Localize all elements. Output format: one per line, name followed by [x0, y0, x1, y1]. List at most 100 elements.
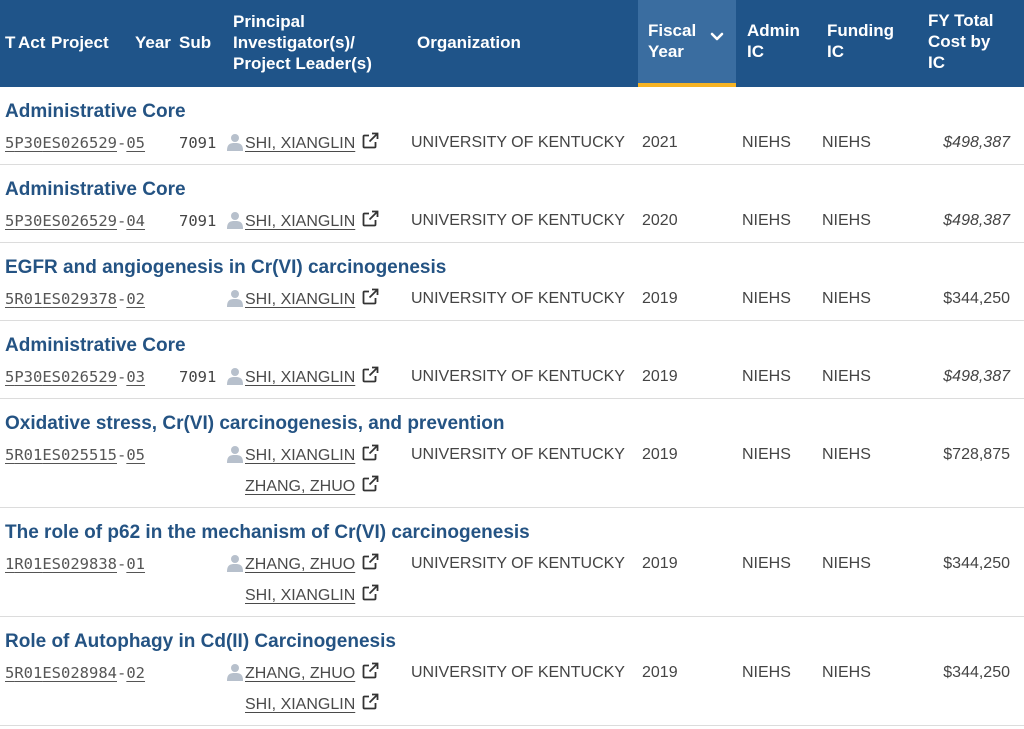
investigator-entry: SHI, XIANGLIN — [245, 584, 380, 606]
separator: - — [117, 134, 127, 152]
project-title-link[interactable]: Role of Autophagy in Cd(II) Carcinogenes… — [5, 631, 396, 652]
header-cost-line1: FY Total — [928, 11, 994, 30]
project-number: 5P30ES026529-03 — [5, 368, 145, 386]
project-title-link[interactable]: Administrative Core — [5, 335, 186, 356]
project-number: 1R01ES029838-01 — [5, 555, 145, 573]
table-row: The role of p62 in the mechanism of Cr(V… — [0, 508, 1024, 617]
organization-cell: UNIVERSITY OF KENTUCKY — [411, 446, 625, 463]
header-principal-investigator[interactable]: Principal Investigator(s)/ Project Leade… — [233, 11, 372, 74]
ic-serial-link[interactable]: ES029838 — [42, 555, 117, 573]
ic-serial-link[interactable]: ES026529 — [42, 134, 117, 152]
project-title-link[interactable]: Administrative Core — [5, 101, 186, 122]
fiscal-year-cell: 2019 — [642, 290, 678, 307]
external-link-icon[interactable] — [362, 366, 380, 383]
investigator-name-link[interactable]: SHI, XIANGLIN — [245, 135, 356, 152]
external-link-icon[interactable] — [362, 662, 380, 679]
ic-serial-link[interactable]: ES025515 — [42, 446, 117, 464]
external-link-icon[interactable] — [362, 553, 380, 570]
external-link-icon[interactable] — [362, 210, 380, 227]
investigator-name-link[interactable]: SHI, XIANGLIN — [245, 291, 356, 308]
header-admin-ic[interactable]: Admin IC — [747, 20, 800, 62]
header-fiscal-year-label: Fiscal Year — [648, 20, 696, 62]
external-link-icon[interactable] — [362, 288, 380, 305]
activity-code-link[interactable]: P30 — [14, 134, 43, 152]
project-number: 5R01ES028984-02 — [5, 664, 145, 682]
ic-serial-link[interactable]: ES026529 — [42, 368, 117, 386]
investigator-entry: SHI, XIANGLIN — [227, 210, 380, 232]
ic-serial-link[interactable]: ES028984 — [42, 664, 117, 682]
organization-cell: UNIVERSITY OF KENTUCKY — [411, 134, 625, 151]
project-title-link[interactable]: Administrative Core — [5, 179, 186, 200]
fy-total-cost-cell: $728,875 — [943, 446, 1010, 463]
table-row: Oxidative stress, Cr(VI) carcinogenesis,… — [0, 399, 1024, 508]
support-year-link[interactable]: 01 — [126, 555, 146, 573]
activity-code-link[interactable]: R01 — [14, 664, 43, 682]
external-link-icon[interactable] — [362, 132, 380, 149]
funding-ic-cell: NIEHS — [822, 290, 871, 307]
investigator-name-link[interactable]: ZHANG, ZHUO — [245, 556, 356, 573]
header-activity[interactable]: Act — [18, 33, 46, 52]
investigator-entry: SHI, XIANGLIN — [227, 366, 380, 388]
contact-pi-icon — [227, 663, 243, 681]
investigator-name-link[interactable]: SHI, XIANGLIN — [245, 447, 356, 464]
funding-ic-cell: NIEHS — [822, 664, 871, 681]
support-year-link[interactable]: 03 — [126, 368, 146, 386]
header-fiscal-year[interactable]: Fiscal Year — [638, 0, 736, 87]
header-organization[interactable]: Organization — [417, 33, 521, 52]
fiscal-year-cell: 2019 — [642, 446, 678, 463]
project-title-link[interactable]: EGFR and angiogenesis in Cr(VI) carcinog… — [5, 257, 447, 278]
project-number: 5R01ES029378-02 — [5, 290, 145, 308]
contact-pi-icon — [227, 133, 243, 151]
header-year[interactable]: Year — [135, 33, 171, 52]
project-number: 5P30ES026529-04 — [5, 212, 145, 230]
external-link-icon[interactable] — [362, 444, 380, 461]
header-fy-total-cost[interactable]: FY Total Cost by IC — [928, 10, 994, 73]
ic-serial-link[interactable]: ES029378 — [42, 290, 117, 308]
investigator-name-link[interactable]: SHI, XIANGLIN — [245, 369, 356, 386]
funding-ic-cell: NIEHS — [822, 368, 871, 385]
header-admin-line1: Admin — [747, 21, 800, 40]
project-type-link[interactable]: 5 — [5, 290, 15, 308]
funding-ic-cell: NIEHS — [822, 555, 871, 572]
project-title-link[interactable]: Oxidative stress, Cr(VI) carcinogenesis,… — [5, 413, 505, 434]
external-link-icon[interactable] — [362, 475, 380, 492]
subproject-id: 7091 — [179, 368, 217, 386]
activity-code-link[interactable]: P30 — [14, 212, 43, 230]
project-type-link[interactable]: 5 — [5, 134, 15, 152]
project-type-link[interactable]: 1 — [5, 555, 15, 573]
external-link-icon[interactable] — [362, 693, 380, 710]
support-year-link[interactable]: 05 — [126, 134, 146, 152]
activity-code-link[interactable]: P30 — [14, 368, 43, 386]
table-row: Role of Autophagy in Cd(II) Carcinogenes… — [0, 617, 1024, 726]
investigator-name-link[interactable]: SHI, XIANGLIN — [245, 696, 356, 713]
admin-ic-cell: NIEHS — [742, 134, 791, 151]
header-type[interactable]: T — [5, 33, 16, 52]
header-funding-ic[interactable]: Funding IC — [827, 20, 894, 62]
project-type-link[interactable]: 5 — [5, 446, 15, 464]
separator: - — [117, 212, 127, 230]
project-type-link[interactable]: 5 — [5, 212, 15, 230]
project-type-link[interactable]: 5 — [5, 368, 15, 386]
support-year-link[interactable]: 02 — [126, 664, 146, 682]
chevron-down-icon[interactable] — [710, 30, 724, 44]
project-type-link[interactable]: 5 — [5, 664, 15, 682]
project-title-link[interactable]: The role of p62 in the mechanism of Cr(V… — [5, 522, 530, 543]
header-sub[interactable]: Sub — [179, 33, 212, 52]
external-link-icon[interactable] — [362, 584, 380, 601]
ic-serial-link[interactable]: ES026529 — [42, 212, 117, 230]
subproject-id: 7091 — [179, 134, 217, 152]
header-project[interactable]: Project — [51, 33, 109, 52]
activity-code-link[interactable]: R01 — [14, 555, 43, 573]
investigator-name-link[interactable]: ZHANG, ZHUO — [245, 478, 356, 495]
investigator-name-link[interactable]: SHI, XIANGLIN — [245, 213, 356, 230]
support-year-link[interactable]: 04 — [126, 212, 146, 230]
investigator-name-link[interactable]: SHI, XIANGLIN — [245, 587, 356, 604]
activity-code-link[interactable]: R01 — [14, 290, 43, 308]
support-year-link[interactable]: 02 — [126, 290, 146, 308]
subproject-id: 7091 — [179, 212, 217, 230]
investigator-name-link[interactable]: ZHANG, ZHUO — [245, 665, 356, 682]
investigator-entry: SHI, XIANGLIN — [227, 288, 380, 310]
activity-code-link[interactable]: R01 — [14, 446, 43, 464]
fy-total-cost-cell: $344,250 — [943, 290, 1010, 307]
support-year-link[interactable]: 05 — [126, 446, 146, 464]
